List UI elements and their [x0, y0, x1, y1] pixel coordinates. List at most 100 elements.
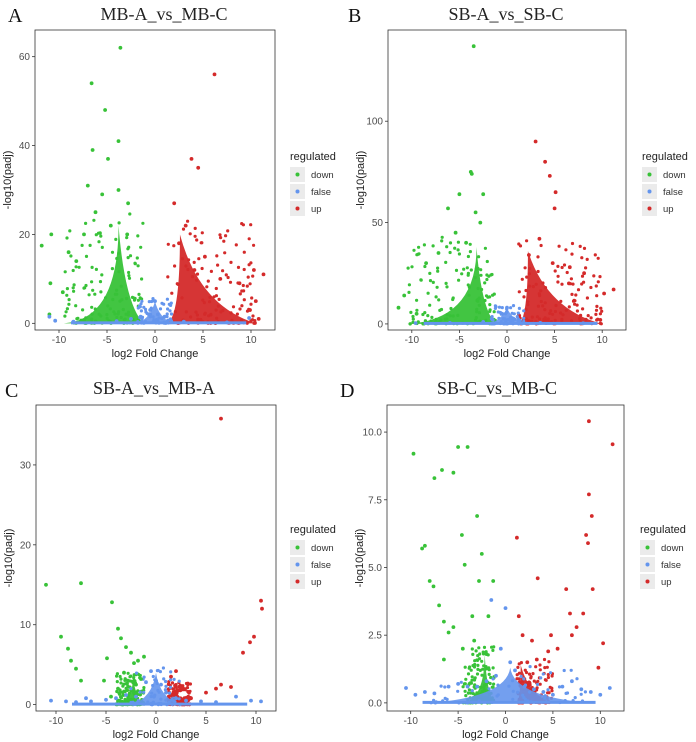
panel-a-down-cloud-point	[133, 261, 137, 265]
panel-a-down-cloud-point	[117, 310, 121, 314]
panel-d-x-tick-label: 0	[503, 716, 509, 727]
panel-a-x-tick-label: 5	[200, 335, 206, 346]
panel-b-down-cloud-point	[475, 298, 479, 303]
panel-a-up-cloud-point	[186, 267, 190, 272]
panel-a-legend-title: regulated	[290, 151, 336, 163]
panel-d-down-cloud-point	[483, 683, 487, 687]
panel-b-down-point	[464, 240, 468, 245]
panel-a-down-cloud-point	[82, 286, 86, 290]
panel-b-points	[396, 44, 616, 326]
panel-c-points	[44, 416, 264, 705]
panel-b-down-cloud-point	[451, 296, 455, 300]
panel-a-false-cloud-point	[165, 297, 169, 301]
panel-b-down-cloud-point	[415, 298, 419, 302]
panel-d-down-cloud-point	[468, 665, 472, 669]
panel-d-down-cloud-point	[469, 681, 473, 685]
panel-a-false-point	[181, 319, 186, 324]
panel-a-up-cloud-point	[251, 314, 255, 318]
panel-a-false-cloud-point	[158, 307, 163, 311]
panel-d-up-cloud-point	[531, 672, 535, 676]
panel-c-down-cloud-point	[115, 674, 119, 678]
panel-d-up-cloud-point	[536, 679, 540, 683]
panel-a-false-cloud-point	[166, 307, 170, 311]
panel-a-false-cloud-point	[154, 318, 159, 322]
panel-d-down-cloud-point	[476, 667, 480, 672]
panel-d-title: SB-C_vs_MB-C	[437, 378, 557, 398]
panel-b-up-cloud-point	[564, 248, 568, 252]
panel-d-false-cloud-point	[541, 672, 545, 676]
panel-b-y-tick-label: 50	[372, 218, 384, 229]
panel-a-down-cloud-point	[124, 312, 128, 316]
panel-b-down-cloud-point	[466, 283, 470, 287]
panel-d-false-cloud	[429, 667, 591, 703]
panel-d-up-point	[535, 576, 540, 581]
panel-c-down-cloud-point	[142, 686, 146, 690]
panel-b-up-cloud-point	[560, 282, 564, 286]
panel-c-up-point	[229, 685, 233, 689]
panel-d-false-cloud-point	[575, 677, 579, 681]
panel-b-up-cloud-point	[598, 312, 603, 316]
panel-d-false-point	[475, 684, 479, 689]
panel-c-up-point	[260, 606, 264, 611]
panel-b-letter: B	[348, 5, 361, 27]
panel-b-up-cloud-point	[523, 266, 527, 270]
panel-a-down-cloud-point	[67, 298, 71, 302]
panel-b-down-cloud-point	[474, 318, 478, 322]
panel-a-up-cloud-point	[223, 251, 227, 255]
panel-c-false-cloud-point	[151, 683, 155, 688]
panel-a-up-cloud-point	[231, 305, 236, 309]
panel-b-x-tick-label: -10	[405, 335, 420, 346]
panel-d-up-point	[586, 541, 590, 545]
panel-b-down-cloud-point	[485, 273, 489, 277]
panel-b-down-cloud-point	[419, 278, 423, 282]
panel-a-down-cloud-point	[74, 304, 78, 308]
panel-a-down-cloud-point	[72, 289, 76, 293]
panel-a-down-cloud-point	[113, 312, 117, 316]
panel-c-false-point	[114, 696, 118, 701]
panel-a-false-cloud-point	[152, 318, 156, 322]
panel-a-up-cloud-point	[218, 233, 222, 237]
panel-b-up-cloud-point	[594, 312, 598, 316]
panel-d-down-cloud-point	[487, 668, 491, 672]
panel-a-down-cloud-point	[111, 297, 115, 302]
panel-a-down-cloud-point	[128, 212, 132, 216]
panel-a-x-axis-title: log2 Fold Change	[112, 348, 199, 360]
panel-d-down-point	[462, 562, 467, 567]
panel-d-up-point	[601, 641, 605, 646]
panel-a-up-cloud-point	[209, 269, 213, 273]
panel-d-axes: -10 -5 0 5 10 0.0 2.5 5.0 7.5 10.0 log2 Fold Chang…	[354, 428, 606, 741]
panel-b-up-cloud-point	[539, 243, 543, 248]
panel-c-down-point	[142, 654, 146, 659]
panel-a-up-cloud-point	[250, 296, 254, 300]
panel-c-false-cloud-point	[138, 690, 142, 694]
panel-b-down-point	[453, 230, 458, 235]
panel-c-up-cloud-point	[171, 690, 175, 694]
panel-d-up-cloud-point	[548, 685, 552, 689]
panel-c-down-point	[132, 661, 136, 665]
panel-c-down-cloud-point	[132, 678, 136, 683]
panel-c-down-cloud-point	[131, 681, 135, 685]
panel-c-down-point	[134, 682, 138, 687]
panel-a-down-cloud-point	[117, 251, 121, 255]
panel-d-points	[404, 419, 615, 697]
panel-a-down-cloud-point	[108, 307, 112, 311]
panel-a-down-cloud-point	[97, 312, 101, 316]
panel-c-false-point	[174, 696, 178, 701]
panel-b-up-cloud-point	[543, 301, 547, 305]
panel-b-down-cloud-point	[440, 235, 444, 239]
panel-d-down-cloud-point	[477, 646, 481, 650]
panel-a-up-cloud-point	[240, 304, 244, 308]
panel-d-letter: D	[340, 380, 354, 402]
panel-c-false-cloud-point	[161, 666, 165, 670]
panel-b-up-cloud-point	[576, 288, 581, 292]
panel-a-down-cloud-point	[127, 245, 131, 249]
panel-c-false-cloud-point	[172, 677, 176, 682]
panel-c-down-point	[126, 678, 130, 683]
panel-c-down-point	[66, 646, 70, 651]
panel-a-up-cloud-point	[224, 273, 228, 277]
panel-d-false-cloud-point	[548, 671, 553, 675]
panel-b-down-cloud-point	[477, 311, 482, 315]
panel-c-false-point	[152, 694, 156, 699]
panel-a-up-cloud-point	[249, 302, 253, 306]
panel-b-up-cloud-point	[545, 319, 549, 323]
